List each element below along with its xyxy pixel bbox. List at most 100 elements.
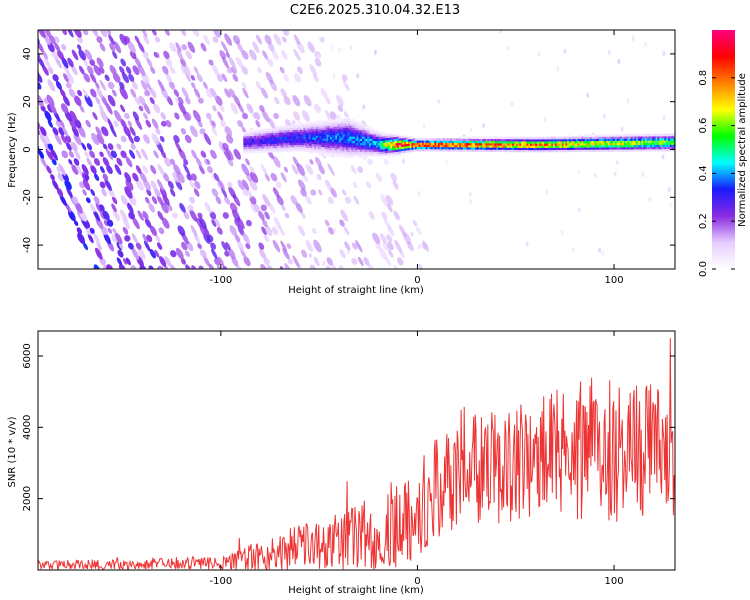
spectrogram-cell <box>588 142 591 146</box>
spectrogram-cell <box>660 142 664 145</box>
spectrogram-cell <box>342 125 345 128</box>
spectrogram-cell <box>278 130 281 133</box>
spectrogram-cell <box>494 138 497 142</box>
spectrogram-cell <box>579 143 582 146</box>
spectrogram-cell <box>331 134 335 138</box>
spectrogram-cell <box>535 141 538 144</box>
spectrogram-cell <box>132 111 140 121</box>
spectrogram-cell <box>310 134 313 138</box>
spectrogram-cell <box>317 124 320 128</box>
spectrogram-cell <box>544 141 547 144</box>
spectrogram-cell <box>383 144 386 148</box>
spectrogram-cell <box>261 139 264 143</box>
spectrogram-cell <box>305 138 308 142</box>
spectrogram-cell <box>501 147 504 150</box>
spectrogram-cell <box>484 142 487 146</box>
spectrogram-cell <box>499 30 503 33</box>
spectrogram-cell <box>300 144 303 148</box>
spectrogram-cell <box>561 138 565 142</box>
spectrogram-cell <box>395 140 398 144</box>
spectrogram-cell <box>427 140 430 143</box>
spectrogram-cell <box>338 137 342 141</box>
spectrogram-cell <box>545 138 549 142</box>
spectrogram-cell <box>312 139 315 142</box>
spectrogram-cell <box>68 158 73 165</box>
spectrogram-cell <box>572 145 575 148</box>
spectrogram-cell <box>271 136 274 140</box>
spectrogram-cell <box>230 102 239 115</box>
spectrogram-cell <box>312 143 315 147</box>
spectrogram-cell <box>338 133 342 136</box>
spectrogram-cell <box>324 129 327 133</box>
spectrogram-cell <box>567 140 570 144</box>
spectrogram-cell <box>208 59 214 66</box>
spectrogram-cell <box>498 145 501 148</box>
spectrogram-cell <box>576 140 579 144</box>
spectrogram-cell <box>613 138 616 141</box>
spectrogram-cell <box>652 142 655 145</box>
spectrogram-cell <box>545 149 549 153</box>
spectrogram-cell <box>650 148 653 152</box>
spectrogram-cell <box>374 50 377 55</box>
spectrogram-cell <box>324 125 327 128</box>
spectrogram-cell <box>438 146 441 150</box>
spectrogram-cell <box>130 143 136 150</box>
spectrogram-cell <box>303 147 306 150</box>
spectrogram-cell <box>264 141 267 145</box>
spectrogram-cell <box>338 126 342 130</box>
spectrogram-cell <box>61 125 69 137</box>
spectrogram-cell <box>301 249 308 258</box>
spectrogram-cell <box>196 217 204 229</box>
spectrogram-cell <box>644 42 647 48</box>
spectrogram-cell <box>356 131 359 135</box>
spectrogram-cell <box>246 103 254 114</box>
spectrogram-cell <box>254 112 261 120</box>
spectrogram-cell <box>420 140 423 143</box>
spectrogram-cell <box>344 131 347 135</box>
spectrogram-cell <box>285 142 289 146</box>
spectrogram-cell <box>622 142 625 146</box>
spectrogram-cell <box>540 149 543 153</box>
spectrogram-cell <box>593 138 596 142</box>
spectrogram-cell <box>323 140 326 143</box>
spectrogram-cell <box>315 150 319 153</box>
spectrogram-cell <box>653 144 657 148</box>
spectrogram-cell <box>524 138 527 142</box>
spectrogram-cell <box>266 128 269 132</box>
spectrogram-cell <box>18 111 27 121</box>
spectrogram-cell <box>455 142 458 146</box>
spectrogram-cell <box>95 247 103 260</box>
spectrogram-cell <box>155 36 160 43</box>
spectrogram-cell <box>508 145 512 148</box>
spectrogram-cell <box>284 136 287 139</box>
spectrogram-cell <box>272 187 280 198</box>
spectrogram-cell <box>439 142 442 145</box>
spectrogram-cell <box>269 139 273 142</box>
spectrogram-cell <box>98 66 105 74</box>
spectrogram-cell <box>524 143 527 146</box>
spectrogram-cell <box>657 144 660 148</box>
spectrogram-cell <box>637 138 641 141</box>
spectrogram-cell <box>379 140 382 144</box>
spectrogram-cell <box>328 123 331 127</box>
spectrogram-cell <box>225 148 234 161</box>
spectrogram-cell <box>215 95 223 106</box>
spectrogram-cell <box>600 144 604 148</box>
spectrogram-cell <box>291 129 294 133</box>
spectrogram-cell <box>142 211 149 220</box>
spectrogram-cell <box>241 81 247 89</box>
spectrogram-cell <box>337 148 340 151</box>
spectrogram-cell <box>250 144 253 147</box>
spectrogram-cell <box>266 145 269 149</box>
spectrogram-cell <box>356 73 360 79</box>
spectrogram-cell <box>616 149 619 152</box>
spectrogram-cell <box>328 143 331 146</box>
spectrogram-cell <box>404 146 407 149</box>
spectrogram-cell <box>76 227 83 235</box>
spectrogram-cell <box>156 194 164 206</box>
spectrogram-cell <box>445 144 448 148</box>
spectrogram-cell <box>383 158 389 165</box>
spectrogram-cell <box>192 110 201 122</box>
spectrogram-cell <box>189 180 196 190</box>
spectrogram-cell <box>404 150 407 153</box>
